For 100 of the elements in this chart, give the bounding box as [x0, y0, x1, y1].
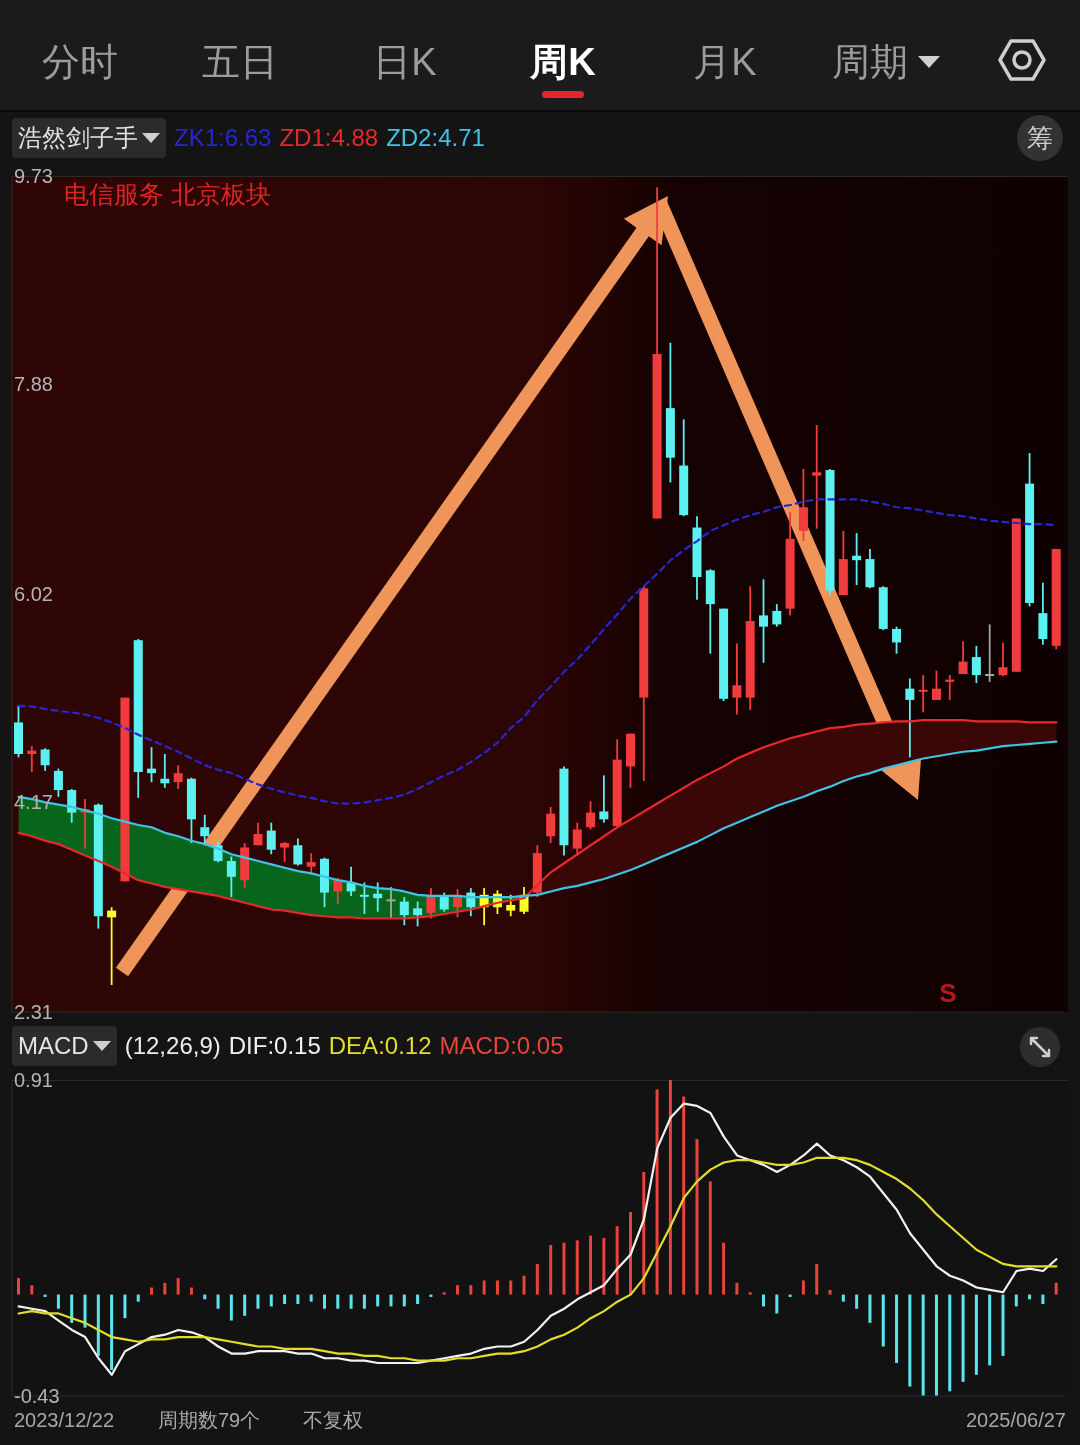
candlestick — [413, 900, 423, 928]
text: 周K — [530, 40, 596, 84]
text: DIF:0.15 — [228, 1032, 321, 1060]
bar — [602, 1238, 606, 1295]
bar — [575, 1240, 579, 1295]
bar — [30, 1285, 34, 1295]
bar — [269, 1294, 273, 1307]
bar — [336, 1294, 340, 1309]
bar — [376, 1294, 380, 1307]
candlestick — [759, 578, 769, 664]
bar — [934, 1294, 938, 1396]
bar — [682, 1096, 686, 1295]
candlestick — [67, 788, 77, 824]
bar — [56, 1294, 60, 1309]
candlestick — [599, 774, 609, 824]
bar — [535, 1263, 539, 1295]
bar — [495, 1280, 499, 1295]
candlestick — [40, 747, 50, 772]
candlestick — [27, 745, 37, 773]
bar — [309, 1294, 313, 1302]
bar — [482, 1280, 486, 1295]
bar — [775, 1294, 779, 1314]
bar — [296, 1294, 300, 1305]
candlestick — [386, 886, 396, 920]
candlestick — [958, 640, 968, 675]
bar — [150, 1287, 154, 1295]
text: DEA:0.12 — [328, 1032, 432, 1060]
candlestick — [293, 837, 303, 867]
bar — [509, 1280, 513, 1295]
text: MACD:0.05 — [439, 1032, 564, 1060]
candlestick — [173, 764, 183, 790]
line-series — [17, 1102, 1058, 1376]
bar — [1041, 1294, 1045, 1305]
bar — [855, 1294, 859, 1309]
candlestick — [945, 674, 955, 701]
bar — [256, 1294, 260, 1309]
y-tick-label: 2.31 — [14, 1001, 53, 1023]
bar — [136, 1294, 140, 1302]
bar — [349, 1294, 353, 1309]
bar — [1054, 1282, 1058, 1295]
candlestick — [998, 641, 1008, 678]
bar — [801, 1280, 805, 1295]
text: 周期 — [832, 40, 908, 84]
bar — [123, 1294, 127, 1319]
candlestick — [918, 674, 928, 714]
bar — [17, 1278, 20, 1295]
bar — [243, 1294, 247, 1316]
annotation: 电信服务 北京板块 — [64, 180, 271, 209]
bar — [283, 1294, 287, 1305]
bar — [988, 1294, 992, 1366]
bar — [189, 1287, 193, 1295]
bar — [695, 1138, 699, 1295]
bar — [722, 1242, 726, 1295]
dropdown-button: MACD — [12, 1026, 117, 1066]
annotation: S — [939, 978, 957, 1008]
bar — [708, 1181, 712, 1295]
bar — [868, 1294, 872, 1323]
legend-title: 浩然剑子手 — [18, 123, 138, 153]
bar — [908, 1294, 912, 1387]
bar — [921, 1294, 925, 1396]
line-series — [17, 1156, 1058, 1362]
bar — [216, 1294, 220, 1309]
candlestick — [280, 840, 290, 864]
candlestick — [586, 800, 596, 831]
y-tick-label: 9.73 — [14, 165, 53, 187]
candlestick — [772, 603, 782, 628]
candlestick — [546, 806, 556, 844]
text: ZD2:4.71 — [386, 124, 485, 152]
candlestick — [732, 642, 742, 716]
bar — [1014, 1294, 1018, 1307]
candlestick — [359, 881, 369, 915]
bar — [735, 1282, 739, 1295]
round-button: 筹 — [1017, 115, 1063, 161]
bar — [589, 1235, 593, 1295]
bar — [389, 1294, 393, 1307]
candlestick — [971, 644, 981, 684]
candlestick — [572, 821, 582, 857]
dropdown-button: 浩然剑子手 — [12, 118, 166, 158]
bar — [974, 1294, 978, 1375]
bar — [442, 1292, 446, 1295]
candlestick — [399, 896, 409, 927]
bar — [748, 1292, 752, 1295]
y-tick-label: 6.02 — [14, 583, 53, 605]
candlestick — [266, 821, 276, 856]
bar — [229, 1294, 233, 1321]
bar — [615, 1226, 619, 1295]
bar — [416, 1294, 420, 1305]
candlestick — [892, 625, 902, 655]
text: ZD1:4.88 — [279, 124, 379, 152]
bar — [881, 1294, 885, 1347]
candlestick — [226, 855, 236, 898]
bar — [828, 1289, 832, 1295]
bar — [1001, 1294, 1005, 1356]
bar — [961, 1294, 965, 1382]
bar — [668, 1080, 672, 1295]
candlestick — [905, 677, 915, 759]
bar — [762, 1294, 766, 1307]
bar — [948, 1294, 952, 1392]
text: 不复权 — [303, 1408, 363, 1432]
y-tick-label: 0.91 — [14, 1069, 53, 1091]
